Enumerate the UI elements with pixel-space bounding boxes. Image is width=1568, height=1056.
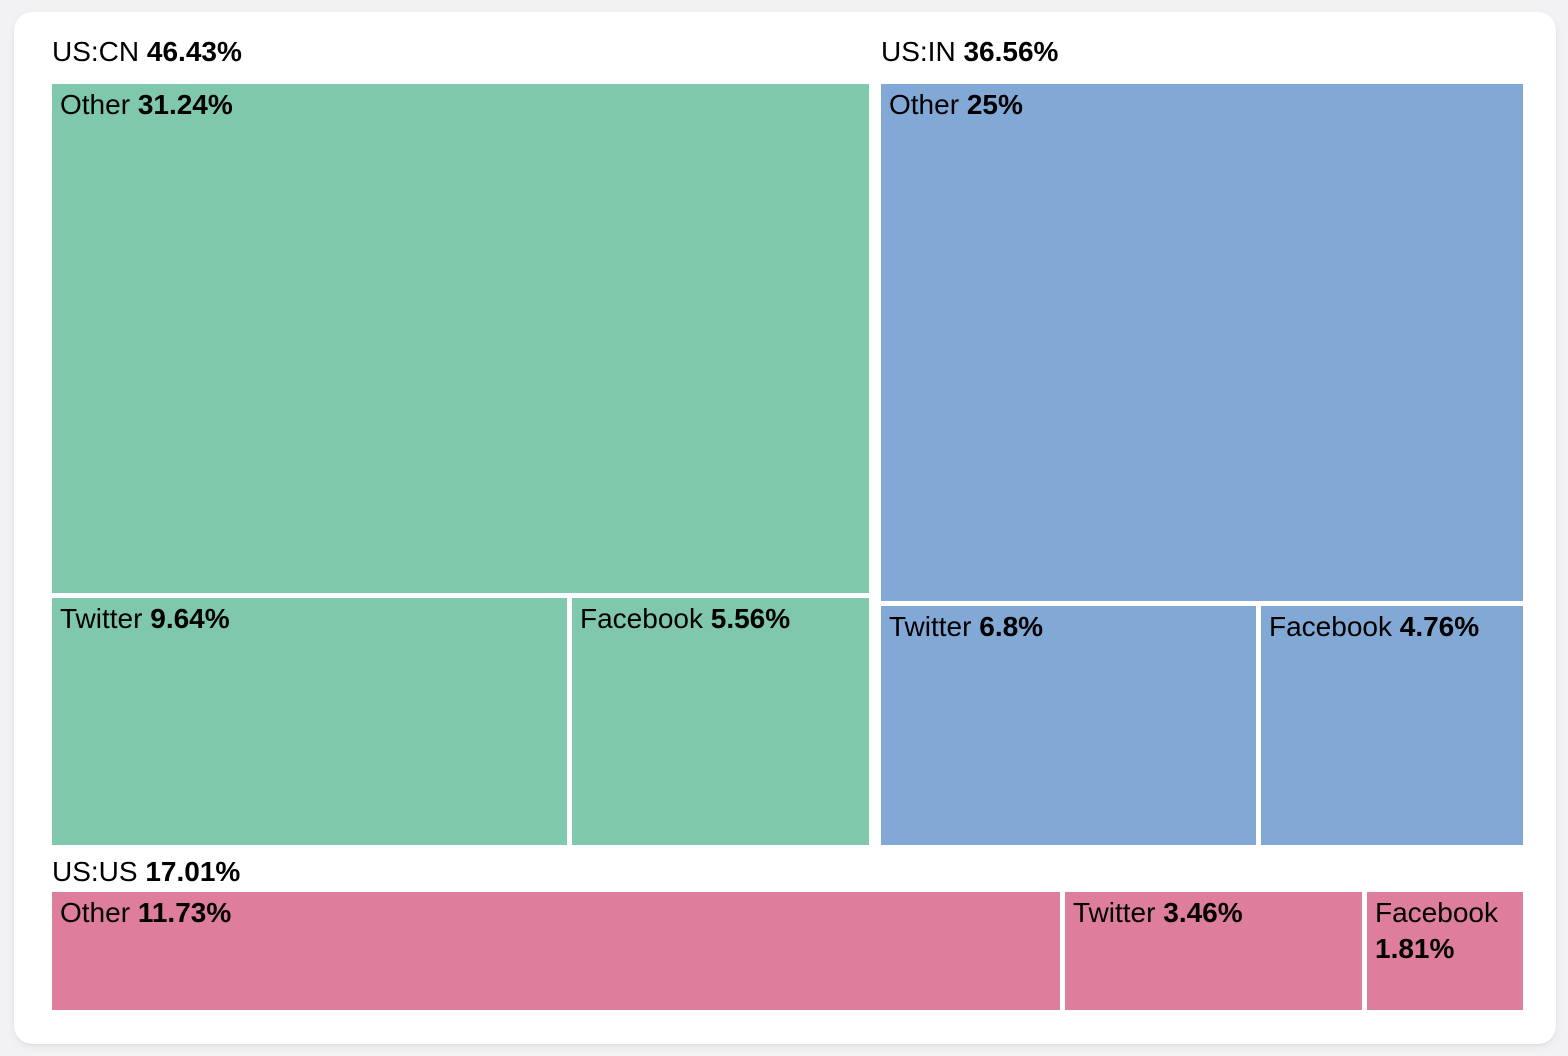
cell-value: 4.76% — [1399, 611, 1480, 642]
treemap-cell-us-us-twitter[interactable]: Twitter 3.46% — [1065, 892, 1362, 1010]
cell-label: Other — [889, 89, 960, 120]
cell-label: Twitter — [60, 603, 143, 634]
cell-value: 3.46% — [1163, 897, 1243, 928]
cell-label: Facebook — [580, 603, 703, 634]
treemap-cell-us-us-facebook[interactable]: Facebook 1.81% — [1367, 892, 1523, 1010]
group-header-value: 46.43% — [146, 36, 242, 67]
treemap-cell-us-cn-twitter[interactable]: Twitter 9.64% — [52, 598, 567, 845]
group-header-value: 17.01% — [145, 856, 241, 887]
cell-label: Facebook — [1269, 611, 1392, 642]
group-header-value: 36.56% — [963, 36, 1059, 67]
treemap-cell-us-us-other[interactable]: Other 11.73% — [52, 892, 1060, 1010]
cell-value: 25% — [966, 89, 1023, 120]
cell-label: Other — [60, 89, 131, 120]
cell-value: 11.73% — [137, 897, 232, 928]
cell-label: Twitter — [889, 611, 972, 642]
cell-label: Twitter — [1073, 897, 1156, 928]
group-header-us-us: US:US 17.01% — [52, 854, 240, 890]
cell-label: Facebook — [1375, 897, 1498, 928]
treemap-group-us-us: Other 11.73% Twitter 3.46% Facebook 1.81… — [52, 892, 1523, 1010]
treemap-cell-us-cn-facebook[interactable]: Facebook 5.56% — [572, 598, 869, 845]
cell-value: 9.64% — [150, 603, 230, 634]
group-header-label: US:IN — [881, 36, 956, 67]
cell-value: 6.8% — [979, 611, 1044, 642]
treemap-group-us-in: Other 25% Twitter 6.8% Facebook 4.76% — [881, 84, 1523, 845]
treemap-cell-us-cn-other[interactable]: Other 31.24% — [52, 84, 869, 593]
group-header-us-cn: US:CN 46.43% — [52, 34, 242, 70]
treemap-card: US:CN 46.43% US:IN 36.56% US:US 17.01% O… — [14, 12, 1556, 1044]
treemap-cell-us-in-facebook[interactable]: Facebook 4.76% — [1261, 606, 1523, 845]
treemap-cell-us-in-twitter[interactable]: Twitter 6.8% — [881, 606, 1256, 845]
cell-label: Other — [60, 897, 131, 928]
treemap-group-us-cn: Other 31.24% Twitter 9.64% Facebook 5.56… — [52, 84, 869, 845]
group-header-label: US:CN — [52, 36, 140, 67]
cell-value: 1.81% — [1375, 933, 1455, 964]
group-header-label: US:US — [52, 856, 138, 887]
group-header-us-in: US:IN 36.56% — [881, 34, 1058, 70]
cell-value: 5.56% — [710, 603, 791, 634]
treemap-cell-us-in-other[interactable]: Other 25% — [881, 84, 1523, 601]
cell-value: 31.24% — [137, 89, 233, 120]
